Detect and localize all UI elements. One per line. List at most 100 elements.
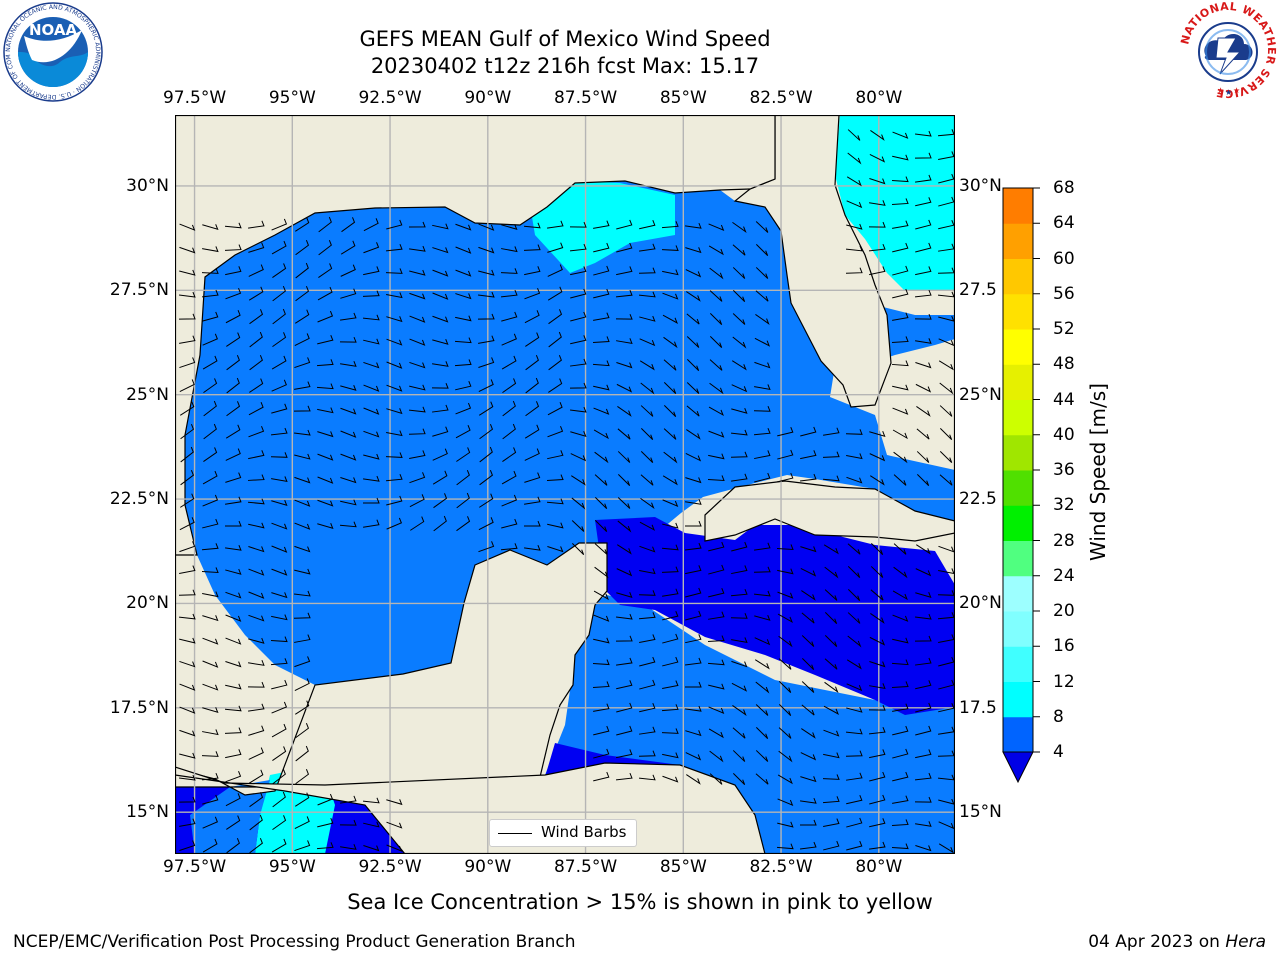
wind-barb — [938, 151, 955, 161]
wind-barb — [616, 749, 633, 759]
wind-barb — [938, 634, 955, 643]
wind-barb — [639, 703, 656, 713]
wind-barb — [617, 544, 632, 555]
wind-barb — [363, 844, 380, 852]
wind-barb — [202, 591, 219, 598]
wind-barb — [755, 704, 769, 716]
wind-barb — [294, 476, 311, 484]
colorbar-segment — [1003, 434, 1033, 471]
wind-barb — [915, 266, 932, 276]
wind-barb — [225, 771, 242, 783]
wind-barb — [870, 566, 884, 578]
wind-barb — [778, 681, 792, 693]
wind-barb — [202, 311, 219, 322]
wind-barb — [478, 517, 494, 531]
colorbar-segment — [1003, 364, 1033, 400]
wind-barb — [249, 792, 264, 808]
wind-barb — [822, 451, 840, 458]
wind-barb — [316, 842, 334, 850]
lat-tick-left: 15°N — [126, 802, 169, 823]
wind-barb — [615, 772, 633, 781]
wind-barb — [891, 681, 909, 689]
wind-barb — [777, 613, 793, 624]
wind-barb — [500, 289, 518, 298]
wind-barb — [362, 314, 380, 321]
wind-barb — [432, 470, 448, 485]
wind-barb — [271, 545, 288, 553]
wind-barb — [502, 400, 516, 417]
colorbar-tick-label: 68 — [1053, 178, 1075, 198]
wind-barb — [385, 452, 403, 458]
wind-barb — [869, 266, 886, 276]
wind-barb — [846, 772, 863, 781]
wind-barb — [824, 589, 838, 601]
wind-barb — [616, 219, 633, 230]
wind-barb — [295, 745, 309, 762]
wind-barb — [409, 361, 426, 369]
wind-barb — [224, 705, 242, 712]
wind-barb — [385, 268, 403, 274]
wind-barb — [501, 518, 518, 529]
wind-barb — [686, 336, 700, 348]
wind-barb — [892, 637, 909, 644]
wind-barb — [870, 130, 885, 141]
wind-barb — [294, 309, 310, 324]
wind-barb — [569, 382, 587, 389]
wind-barb — [892, 220, 909, 229]
wind-barb — [869, 661, 886, 668]
wind-barb — [501, 333, 517, 346]
wind-barb — [639, 521, 656, 531]
wind-barb — [294, 545, 311, 553]
wind-barb — [731, 541, 748, 552]
wind-barb — [938, 821, 955, 830]
wind-barb — [915, 174, 932, 183]
wind-barb — [224, 520, 242, 527]
wind-barb — [316, 383, 334, 390]
colorbar-tick-label: 36 — [1053, 460, 1075, 480]
wind-barb — [386, 821, 403, 829]
wind-barb — [753, 566, 771, 573]
wind-barb — [616, 568, 633, 577]
colorbar-under-extend — [1002, 751, 1034, 784]
wind-barb — [202, 224, 219, 231]
wind-barb — [846, 223, 863, 230]
wind-barb — [617, 473, 631, 487]
wind-barb — [248, 242, 265, 253]
wind-barb — [201, 268, 219, 274]
wind-barb — [754, 614, 771, 621]
wind-barb — [363, 407, 380, 415]
wind-barb — [500, 268, 518, 274]
wind-barb — [801, 590, 816, 601]
wind-barb — [270, 427, 288, 436]
wind-barb — [868, 221, 886, 228]
gulf-wind-4-8 — [185, 181, 955, 685]
wind-barb — [661, 566, 679, 573]
wind-barb — [548, 378, 563, 393]
wind-barb — [409, 292, 426, 300]
wind-barb — [500, 543, 518, 551]
svg-text:★: ★ — [1217, 86, 1224, 95]
wind-barb — [179, 541, 196, 553]
wind-barb — [755, 726, 769, 740]
wind-barb — [869, 841, 886, 850]
wind-barb — [869, 749, 886, 759]
wind-barb — [801, 657, 815, 671]
wind-barb — [593, 771, 610, 782]
wind-barb — [225, 496, 242, 505]
wind-barb — [731, 565, 748, 575]
lon-tick-top: 85°W — [659, 88, 707, 108]
nws-logo: NATIONAL WEATHER SERVICE ★ ★ ★ — [1178, 0, 1277, 100]
wind-barb — [869, 818, 886, 828]
wind-barb — [201, 289, 219, 298]
wind-barb — [294, 568, 311, 575]
colorbar-tick-label: 4 — [1053, 742, 1064, 762]
wind-barb — [226, 401, 241, 417]
wind-barb — [547, 522, 564, 529]
wind-barb — [799, 473, 817, 482]
wind-barb — [271, 522, 288, 530]
wind-barb — [571, 520, 585, 532]
wind-barb — [570, 335, 587, 345]
wind-barb — [616, 592, 633, 598]
wind-barb — [870, 589, 884, 601]
atlantic-wind-8-12 — [835, 115, 955, 291]
